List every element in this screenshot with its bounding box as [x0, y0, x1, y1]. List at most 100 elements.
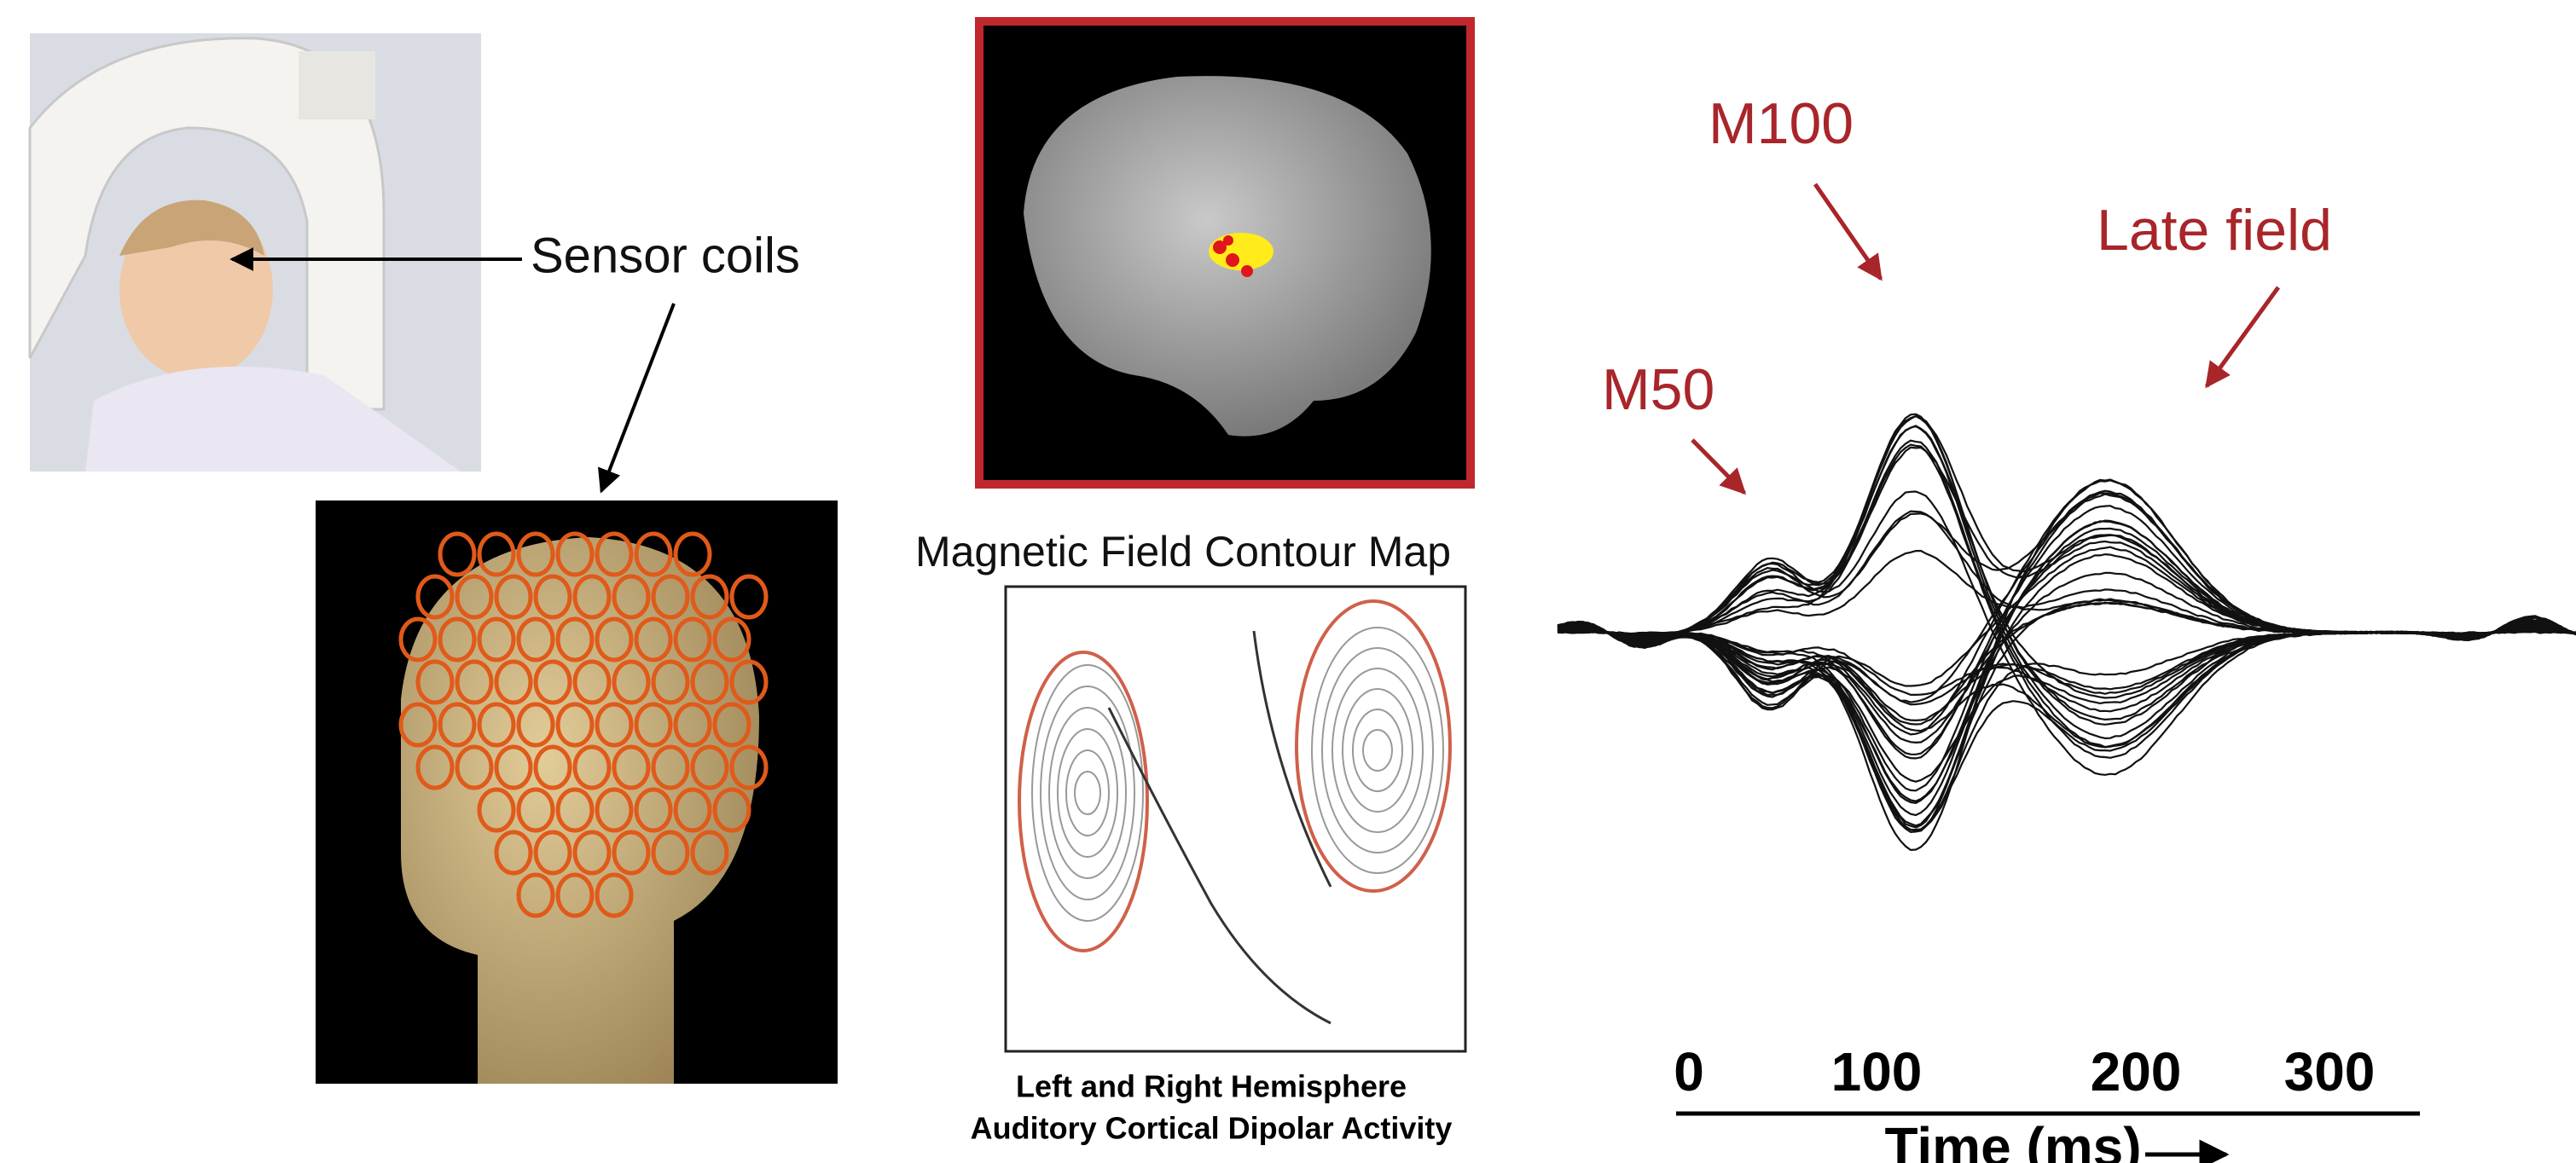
coil	[555, 531, 595, 577]
brain-image	[975, 17, 1475, 489]
coil	[516, 531, 555, 577]
coil	[612, 659, 651, 705]
coil	[516, 702, 555, 748]
coil	[595, 531, 634, 577]
coil	[634, 531, 673, 577]
trace	[1557, 443, 2576, 759]
axis-label: Time (ms)	[1884, 1116, 2141, 1163]
coil	[438, 531, 477, 577]
contour	[1332, 668, 1424, 833]
coil	[612, 744, 651, 790]
peak-label: M50	[1602, 357, 1714, 422]
coil	[690, 744, 729, 790]
coil	[494, 659, 533, 705]
contour	[1048, 707, 1127, 879]
coil	[415, 744, 455, 790]
coil	[477, 787, 516, 833]
coil	[398, 616, 438, 663]
coil	[595, 616, 634, 663]
coil	[690, 830, 729, 876]
coil	[533, 574, 572, 620]
peak-label: Late field	[2097, 198, 2332, 263]
coil	[595, 702, 634, 748]
arrow	[598, 303, 676, 494]
coil	[690, 659, 729, 705]
coil	[533, 830, 572, 876]
coil	[555, 787, 595, 833]
coil	[712, 616, 751, 663]
coil	[729, 744, 769, 790]
coil	[398, 702, 438, 748]
contour-caption: Auditory Cortical Dipolar Activity	[971, 1111, 1453, 1146]
coil	[455, 574, 494, 620]
tick-label: 0	[1674, 1041, 1704, 1102]
arrow	[1691, 438, 1747, 495]
arrow	[2204, 286, 2281, 389]
head-model	[316, 500, 838, 1084]
contour	[1065, 749, 1110, 836]
coil	[651, 744, 690, 790]
trace	[1557, 571, 2576, 802]
coil	[651, 574, 690, 620]
meg-photo	[28, 33, 481, 472]
coil	[673, 702, 712, 748]
coil	[455, 659, 494, 705]
coil	[634, 616, 673, 663]
contour	[1074, 771, 1101, 815]
contour	[1057, 728, 1118, 858]
trace	[1557, 446, 2576, 641]
coil	[477, 702, 516, 748]
time-axis: Time (ms) 0 100 200 300	[1674, 1041, 2420, 1163]
coil	[651, 659, 690, 705]
trace	[1557, 489, 2576, 711]
coil	[415, 659, 455, 705]
coil	[572, 830, 612, 876]
coil	[572, 659, 612, 705]
contour	[1342, 688, 1413, 813]
coil	[673, 787, 712, 833]
coil	[555, 872, 595, 918]
trace	[1557, 549, 2576, 640]
coil	[612, 830, 651, 876]
coil	[595, 787, 634, 833]
contour	[1352, 709, 1403, 792]
peak-label: M100	[1709, 91, 1854, 156]
coil	[494, 574, 533, 620]
coil	[729, 574, 769, 620]
coil	[572, 574, 612, 620]
coil	[438, 616, 477, 663]
coil	[533, 744, 572, 790]
coil	[516, 616, 555, 663]
coil	[634, 702, 673, 748]
tick-label: 300	[2284, 1041, 2376, 1102]
coil	[612, 574, 651, 620]
waveforms	[1557, 413, 2576, 852]
trace	[1557, 620, 2576, 783]
contour	[1031, 664, 1144, 922]
coil	[673, 616, 712, 663]
tick-label: 100	[1831, 1041, 1923, 1102]
contour-caption: Left and Right Hemisphere	[1016, 1069, 1407, 1104]
coil	[673, 531, 712, 577]
contour-map	[1004, 585, 1467, 1053]
contour	[1311, 627, 1444, 874]
coil	[494, 744, 533, 790]
trace	[1557, 425, 2576, 740]
coil	[595, 872, 634, 918]
arrow	[1813, 182, 1883, 281]
coil	[712, 787, 751, 833]
contour	[1321, 647, 1434, 853]
contour	[1040, 686, 1135, 900]
sensor-label: Sensor coils	[531, 228, 800, 283]
coil	[533, 659, 572, 705]
trace	[1557, 414, 2576, 647]
coil	[690, 574, 729, 620]
coil	[415, 574, 455, 620]
coil	[516, 787, 555, 833]
contour-title: Magnetic Field Contour Map	[915, 528, 1451, 576]
coil	[438, 702, 477, 748]
coil	[729, 659, 769, 705]
coil	[555, 616, 595, 663]
coil	[477, 616, 516, 663]
